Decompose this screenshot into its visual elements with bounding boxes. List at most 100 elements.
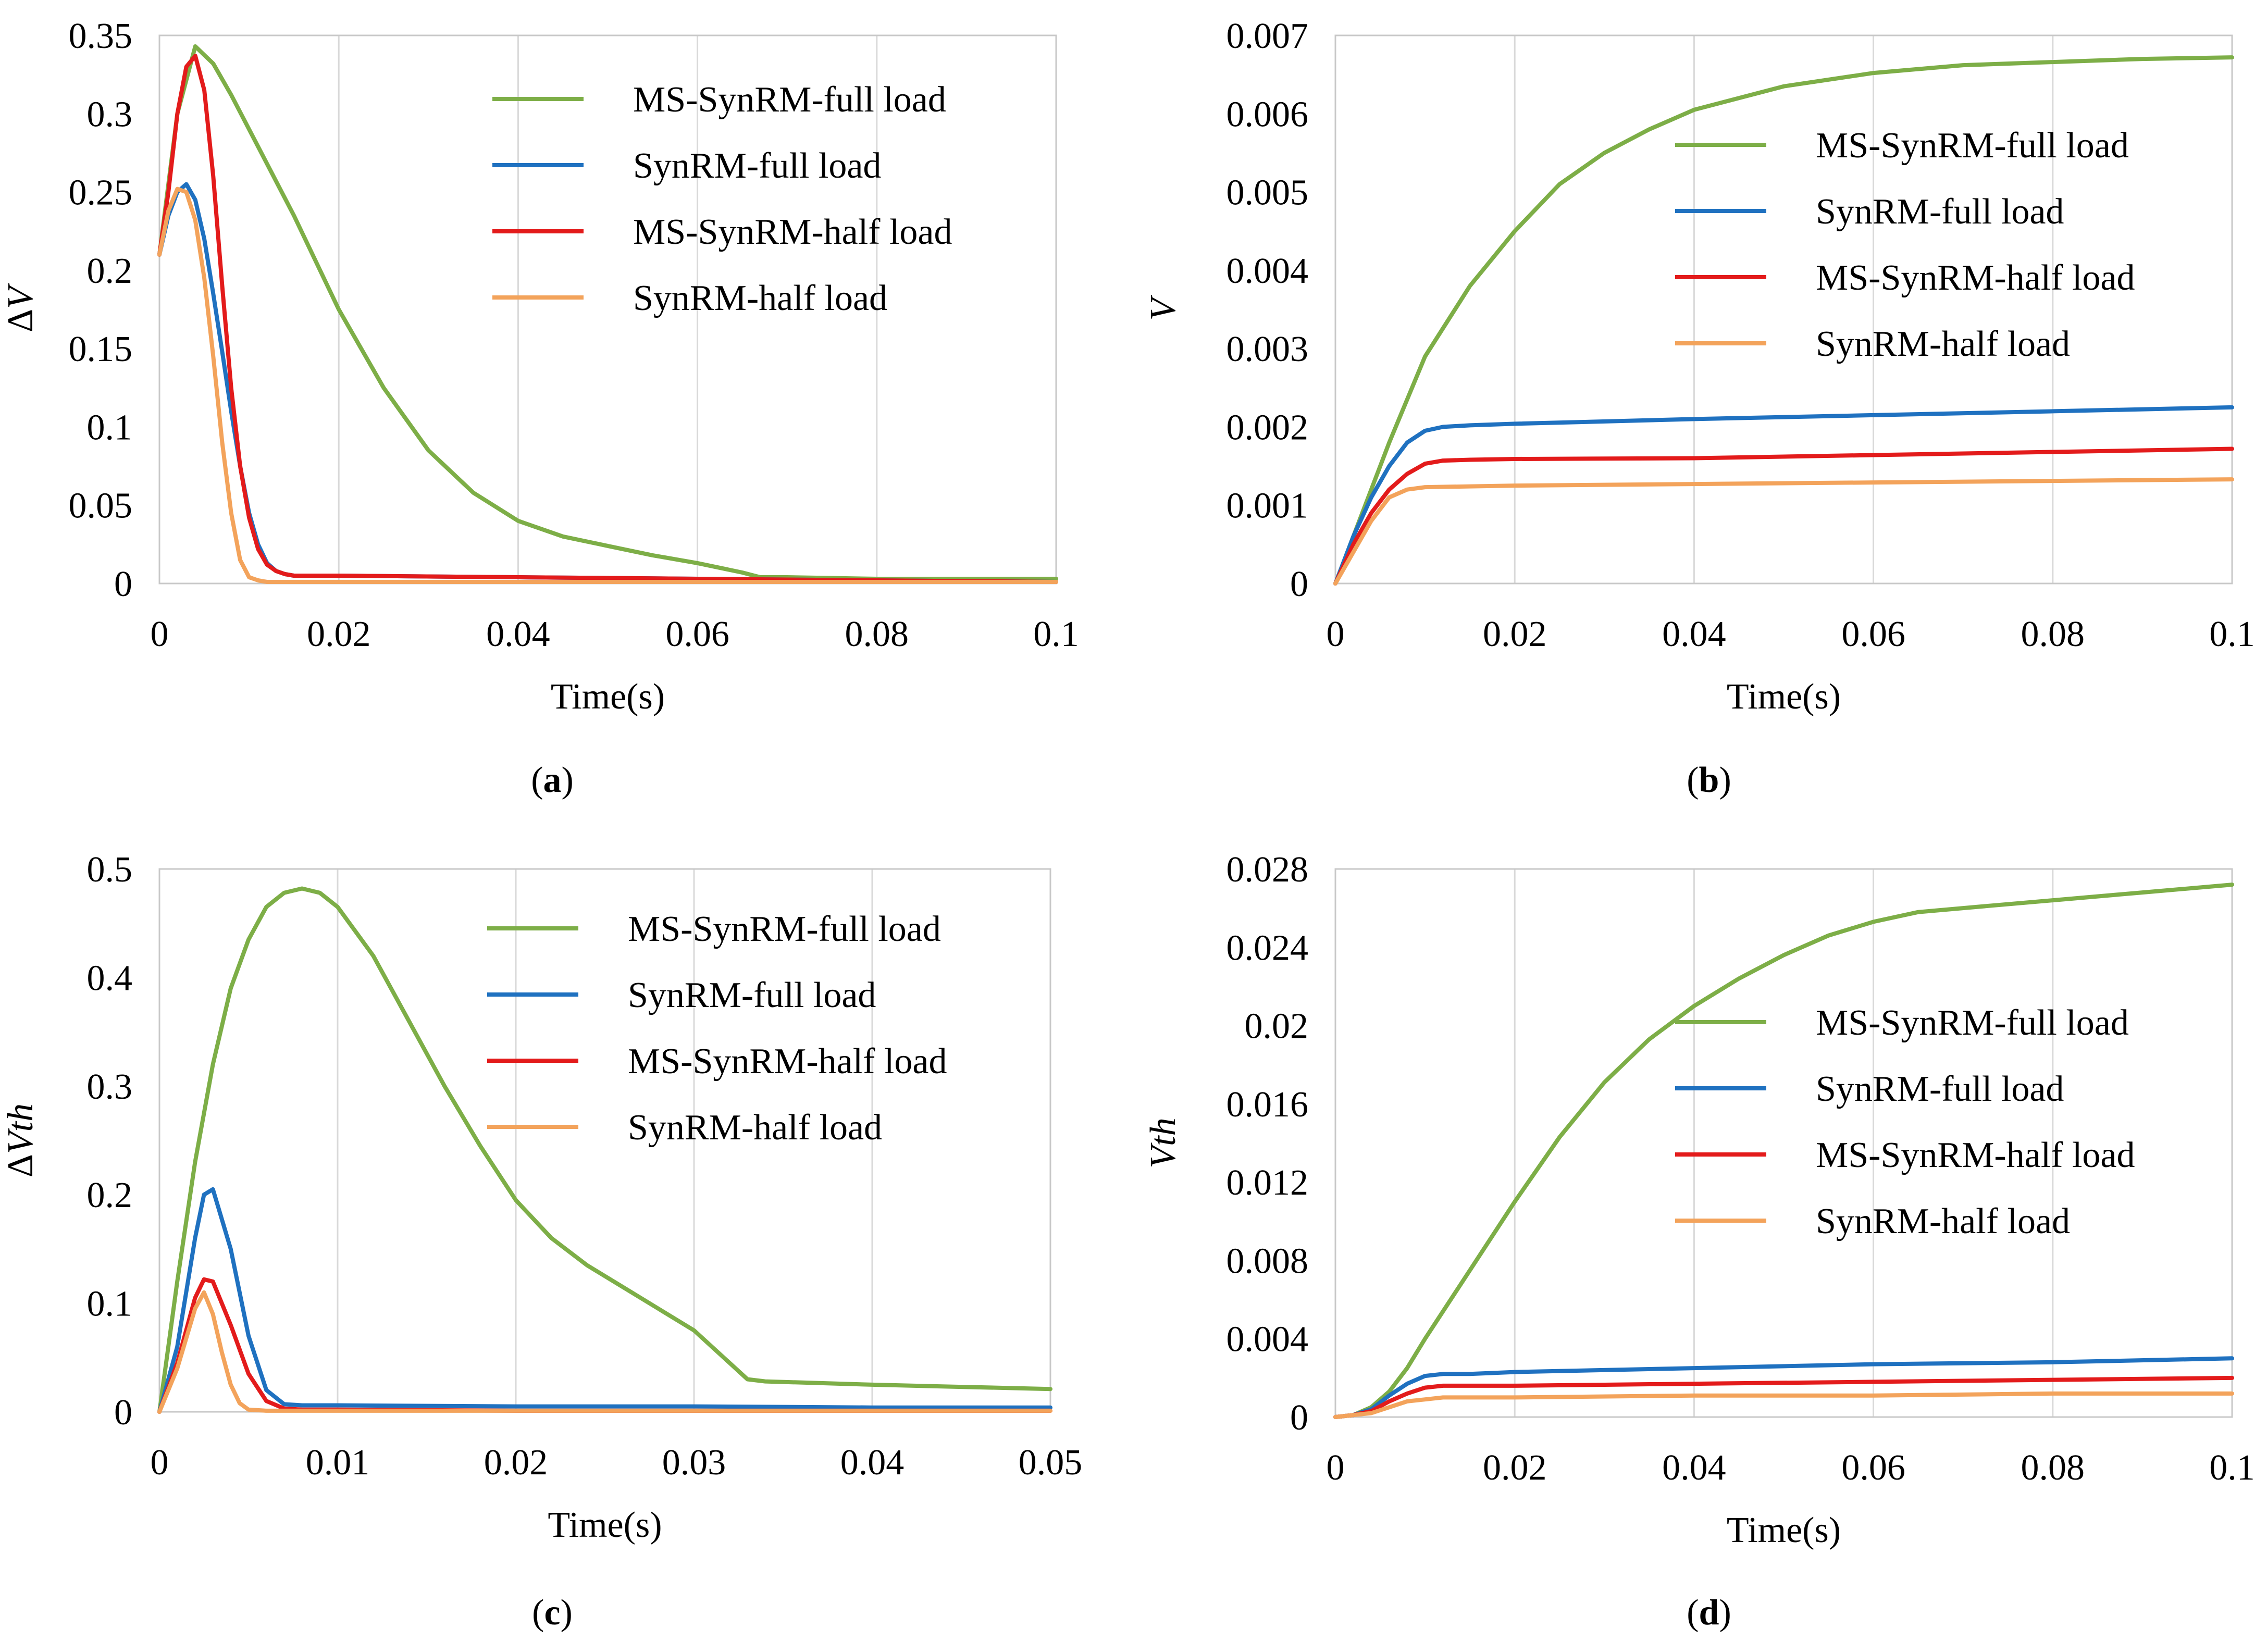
y-tick-label: 0 <box>114 1393 132 1433</box>
x-tick-label: 0.1 <box>1033 614 1079 654</box>
panel-caption: (d) <box>1687 1593 1731 1633</box>
x-tick-label: 0.06 <box>665 614 729 654</box>
y-tick-label: 0.05 <box>69 486 133 526</box>
y-tick-label: 0.012 <box>1227 1163 1309 1203</box>
legend-label: MS-SynRM-half load <box>1816 1135 2135 1175</box>
legend-label: MS-SynRM-half load <box>633 212 952 252</box>
caption-open-paren: ( <box>531 760 543 800</box>
series-line-synrm-half-load <box>157 1290 1052 1414</box>
y-tick-label: 0.001 <box>1227 486 1309 526</box>
y-tick-label: 0.2 <box>87 1175 133 1215</box>
series-line-ms-synrm-half-load <box>1333 446 2234 586</box>
x-axis-title: Time(s) <box>551 677 665 717</box>
y-axis-title: ΔVth <box>1 1103 41 1177</box>
x-tick-label: 0 <box>151 614 169 654</box>
legend-label: MS-SynRM-full load <box>628 909 941 949</box>
y-tick-label: 0.4 <box>87 958 133 998</box>
y-axis-title-variable: V <box>1 283 41 309</box>
series-line-ms-synrm-full-load <box>1333 55 2234 586</box>
y-tick-label: 0.005 <box>1227 173 1309 213</box>
x-tick-label: 0 <box>1327 614 1345 654</box>
y-tick-label: 0.028 <box>1227 850 1309 890</box>
plot-area <box>158 868 1051 1413</box>
legend-label: SynRM-full load <box>1816 192 2064 232</box>
caption-letter: d <box>1699 1593 1719 1633</box>
series-line-synrm-full-load <box>1333 405 2234 586</box>
y-tick-label: 0.35 <box>69 16 133 56</box>
x-tick-label: 0.04 <box>840 1443 905 1483</box>
legend-label: SynRM-half load <box>628 1108 882 1148</box>
legend-label: SynRM-half load <box>1816 1201 2070 1241</box>
caption-open-paren: ( <box>1687 760 1699 800</box>
y-axis-title: Vth <box>1143 1117 1183 1168</box>
panel-b: 0 0.02 0.04 0.06 0.08 0.1 0 0.001 0.002 0.003 0.00… <box>1143 16 2255 800</box>
x-tick-label: 0.03 <box>662 1443 726 1483</box>
plot-area <box>1334 34 2233 585</box>
panel-c: 0 0.01 0.02 0.03 0.04 0.05 0 0.1 0.2 0.3 0.4 0.5 Tim… <box>1 850 1082 1633</box>
legend-label: SynRM-half load <box>633 278 887 318</box>
caption-close-paren: ) <box>1719 760 1731 800</box>
y-tick-label: 0.004 <box>1227 251 1309 291</box>
x-tick-label: 0.08 <box>2021 1448 2085 1488</box>
caption-letter: a <box>543 760 562 800</box>
caption-open-paren: ( <box>1687 1593 1699 1633</box>
y-tick-label: 0.004 <box>1227 1320 1309 1360</box>
y-tick-label: 0.002 <box>1227 407 1309 448</box>
x-tick-label: 0.04 <box>1662 1448 1726 1488</box>
legend-label: SynRM-full load <box>1816 1069 2064 1109</box>
panel-caption: (a) <box>531 760 574 800</box>
x-tick-label: 0.01 <box>306 1443 370 1483</box>
y-axis-title-variable: V <box>1143 294 1183 320</box>
x-tick-label: 0.05 <box>1019 1443 1083 1483</box>
x-tick-label: 0.1 <box>2209 1448 2255 1488</box>
x-axis-title: Time(s) <box>1727 677 1841 717</box>
x-tick-label: 0.06 <box>1841 1448 1905 1488</box>
y-tick-label: 0.003 <box>1227 329 1309 369</box>
x-tick-label: 0.04 <box>1662 614 1726 654</box>
series-line-ms-synrm-half-load <box>157 54 1058 584</box>
legend-label: MS-SynRM-full load <box>1816 1003 2129 1043</box>
y-tick-label: 0.15 <box>69 329 133 369</box>
x-axis-title: Time(s) <box>1727 1510 1841 1550</box>
caption-close-paren: ) <box>561 1593 573 1633</box>
y-tick-label: 0.5 <box>87 850 133 890</box>
y-tick-label: 0 <box>114 564 132 604</box>
series-line-synrm-half-load <box>1333 1391 2234 1419</box>
panel-caption: (b) <box>1687 760 1731 800</box>
x-tick-label: 0.02 <box>1483 1448 1547 1488</box>
x-tick-label: 0.08 <box>2021 614 2085 654</box>
y-axis-title-prefix: Δ <box>1 309 41 332</box>
y-tick-label: 0.007 <box>1227 16 1309 56</box>
x-tick-label: 0.02 <box>1483 614 1547 654</box>
x-tick-label: 0.1 <box>2209 614 2255 654</box>
y-axis-title-prefix: Δ <box>1 1154 41 1177</box>
y-tick-label: 0.016 <box>1227 1085 1309 1125</box>
y-tick-label: 0.2 <box>87 251 133 291</box>
y-tick-label: 0.3 <box>87 1067 133 1107</box>
panel-a: 0 0.02 0.04 0.06 0.08 0.1 0 0.05 0.1 0.15 0.2 0.25 0… <box>1 16 1079 800</box>
y-axis-title: V <box>1143 294 1183 320</box>
caption-letter: c <box>544 1593 560 1633</box>
x-tick-label: 0.04 <box>486 614 550 654</box>
caption-close-paren: ) <box>1719 1593 1731 1633</box>
y-tick-label: 0.3 <box>87 94 133 134</box>
series-line-ms-synrm-full-load <box>1333 883 2234 1419</box>
series-line-ms-synrm-full-load <box>157 886 1052 1414</box>
legend-label: MS-SynRM-half load <box>628 1041 947 1082</box>
y-axis-title-variable: Vth <box>1 1103 41 1154</box>
y-tick-label: 0.024 <box>1227 928 1309 968</box>
legend-label: MS-SynRM-half load <box>1816 258 2135 298</box>
panel-caption: (c) <box>532 1593 573 1633</box>
legend-label: MS-SynRM-full load <box>1816 126 2129 166</box>
y-tick-label: 0 <box>1290 564 1308 604</box>
legend-label: MS-SynRM-full load <box>633 80 946 120</box>
series-line-synrm-half-load <box>1333 477 2234 586</box>
x-tick-label: 0.02 <box>484 1443 548 1483</box>
y-axis-title: ΔV <box>1 283 41 332</box>
plot-area <box>1334 868 2233 1418</box>
x-tick-label: 0 <box>151 1443 169 1483</box>
series-line-synrm-half-load <box>157 187 1058 584</box>
y-tick-label: 0.008 <box>1227 1241 1309 1281</box>
x-tick-label: 0.06 <box>1841 614 1905 654</box>
